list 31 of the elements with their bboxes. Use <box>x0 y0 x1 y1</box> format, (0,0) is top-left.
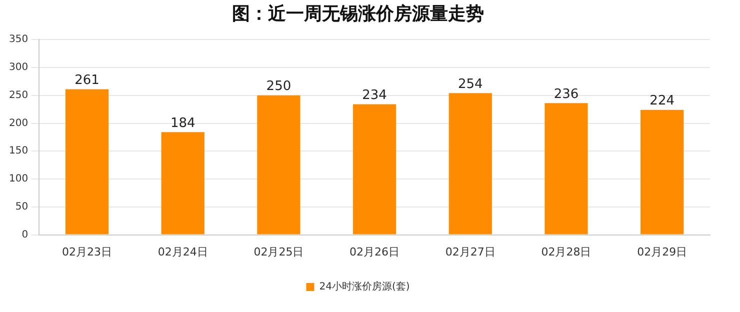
x-tick-label: 02月24日 <box>158 245 208 258</box>
y-tick-label: 0 <box>22 229 28 240</box>
x-tick-label: 02月25日 <box>254 245 304 258</box>
y-tick-label: 350 <box>8 34 28 46</box>
y-tick-label: 150 <box>8 146 28 157</box>
x-tick-label: 02月29日 <box>637 245 688 258</box>
y-tick-label: 100 <box>8 174 28 185</box>
x-tick-label: 02月27日 <box>445 245 496 258</box>
x-tick-label: 02月23日 <box>62 245 112 258</box>
bar <box>65 89 109 234</box>
bar <box>544 103 588 234</box>
data-label: 224 <box>650 94 674 109</box>
data-label: 250 <box>266 79 292 94</box>
bar <box>161 132 204 234</box>
legend-label: 24小时涨价房源(套) <box>319 280 410 293</box>
data-label: 234 <box>362 88 387 104</box>
chart-title: 图：近一周无锡涨价房源量走势 <box>232 3 484 24</box>
data-label: 261 <box>74 73 100 88</box>
y-tick-label: 250 <box>8 90 28 101</box>
bar <box>640 110 684 234</box>
y-tick-label: 300 <box>8 62 28 74</box>
bar <box>448 93 492 234</box>
data-label: 254 <box>458 77 483 92</box>
y-tick-label: 200 <box>8 118 28 129</box>
bar <box>352 104 396 234</box>
y-tick-label: 50 <box>15 202 28 213</box>
x-tick-label: 02月26日 <box>350 245 400 258</box>
x-tick-label: 02月28日 <box>541 245 592 258</box>
bar <box>257 95 300 234</box>
data-label: 236 <box>554 87 579 102</box>
data-label: 184 <box>170 116 196 132</box>
